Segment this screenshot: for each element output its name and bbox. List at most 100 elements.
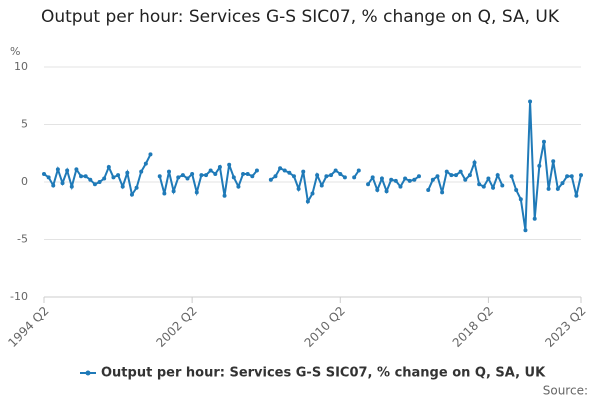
point bbox=[565, 174, 570, 179]
point bbox=[509, 174, 514, 179]
point bbox=[366, 182, 371, 187]
y-tick-label: 5 bbox=[21, 118, 28, 131]
point bbox=[393, 178, 398, 183]
point bbox=[208, 168, 213, 173]
point bbox=[273, 174, 278, 179]
point bbox=[51, 183, 56, 188]
point bbox=[555, 186, 560, 191]
point bbox=[65, 168, 70, 173]
point bbox=[301, 169, 306, 174]
point bbox=[523, 228, 528, 233]
point bbox=[305, 199, 310, 204]
point bbox=[166, 169, 171, 174]
point bbox=[458, 169, 463, 174]
point bbox=[467, 173, 472, 178]
x-tick-label: 2010 Q2 bbox=[302, 304, 348, 350]
point bbox=[143, 161, 148, 166]
x-tick-label: 2018 Q2 bbox=[450, 304, 496, 350]
x-tick-label: 2002 Q2 bbox=[153, 304, 199, 350]
point bbox=[426, 188, 431, 193]
point bbox=[60, 181, 65, 186]
point bbox=[454, 173, 459, 178]
point bbox=[477, 182, 482, 187]
point bbox=[213, 171, 218, 176]
point bbox=[319, 183, 324, 188]
point bbox=[278, 166, 283, 171]
point bbox=[231, 175, 236, 180]
point bbox=[250, 174, 255, 179]
point bbox=[569, 174, 574, 179]
point bbox=[407, 178, 412, 183]
point bbox=[236, 184, 241, 189]
point bbox=[514, 188, 519, 193]
point bbox=[55, 167, 60, 172]
point bbox=[241, 171, 246, 176]
point bbox=[129, 192, 134, 197]
legend-label: Output per hour: Services G-S SIC07, % c… bbox=[101, 366, 546, 381]
point bbox=[282, 168, 287, 173]
point bbox=[217, 165, 222, 170]
legend-marker bbox=[85, 370, 91, 376]
point bbox=[389, 177, 394, 182]
point bbox=[74, 167, 79, 172]
point bbox=[481, 184, 486, 189]
point bbox=[518, 197, 523, 202]
point bbox=[199, 173, 204, 178]
point bbox=[97, 180, 102, 184]
point bbox=[551, 159, 556, 164]
point bbox=[310, 191, 315, 196]
point bbox=[356, 168, 361, 173]
chart-title: Output per hour: Services G-S SIC07, % c… bbox=[40, 7, 559, 27]
point bbox=[486, 176, 491, 181]
point bbox=[541, 139, 546, 144]
point bbox=[116, 173, 121, 178]
point bbox=[111, 175, 116, 180]
point bbox=[180, 173, 185, 178]
point bbox=[324, 174, 329, 179]
point bbox=[495, 173, 500, 178]
point bbox=[537, 163, 542, 168]
source: Source: bbox=[543, 384, 588, 398]
point bbox=[329, 173, 334, 178]
point bbox=[287, 170, 292, 175]
point bbox=[449, 173, 454, 178]
point bbox=[148, 152, 153, 157]
point bbox=[315, 173, 320, 178]
point bbox=[171, 189, 176, 194]
point bbox=[194, 190, 199, 195]
y-tick-label: -5 bbox=[17, 233, 28, 246]
point bbox=[227, 162, 232, 167]
point bbox=[42, 171, 46, 176]
point bbox=[500, 183, 505, 188]
y-tick-label: 10 bbox=[14, 60, 28, 73]
point bbox=[416, 174, 421, 179]
point bbox=[333, 168, 338, 173]
point bbox=[412, 177, 417, 182]
point bbox=[204, 173, 209, 178]
point bbox=[528, 99, 533, 104]
series-line bbox=[43, 101, 582, 231]
point bbox=[162, 191, 167, 196]
point bbox=[435, 174, 440, 179]
point bbox=[379, 176, 384, 181]
point bbox=[403, 176, 408, 181]
point bbox=[579, 173, 583, 178]
x-tick-label: 1994 Q2 bbox=[5, 304, 51, 350]
point bbox=[491, 185, 496, 190]
point bbox=[185, 176, 190, 181]
point bbox=[254, 168, 259, 173]
point bbox=[375, 188, 380, 193]
point bbox=[190, 171, 195, 176]
point bbox=[102, 176, 107, 181]
point bbox=[134, 185, 139, 190]
point bbox=[472, 160, 477, 165]
point bbox=[157, 174, 162, 179]
point bbox=[532, 216, 537, 221]
point bbox=[83, 174, 88, 179]
point bbox=[574, 193, 579, 198]
point bbox=[430, 177, 435, 182]
point bbox=[268, 177, 273, 182]
point bbox=[384, 189, 389, 194]
point bbox=[463, 177, 468, 182]
